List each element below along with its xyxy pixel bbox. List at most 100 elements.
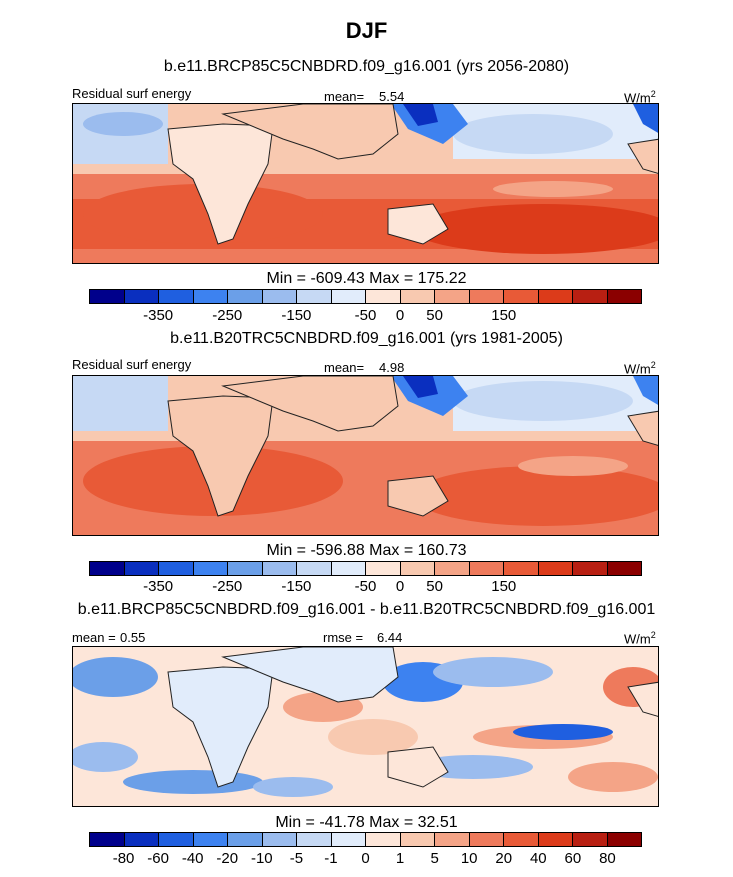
colorbar-tick-label: -250	[212, 307, 243, 324]
colorbar-tick-label: 60	[564, 850, 582, 867]
panel1-map	[72, 103, 659, 264]
colorbar-tick-label: -20	[216, 850, 239, 867]
colorbar-tick-label: -50	[354, 578, 377, 595]
colorbar-swatch	[435, 833, 470, 846]
colorbar-tick-label: 50	[426, 578, 443, 595]
panel3-minmax: Min = -41.78 Max = 32.51	[275, 814, 458, 831]
colorbar-swatch	[607, 290, 641, 303]
colorbar-swatch	[504, 833, 539, 846]
colorbar-swatch	[228, 562, 263, 575]
colorbar-swatch	[262, 290, 297, 303]
colorbar-tick-label: -80	[112, 850, 135, 867]
colorbar-tick-label: -150	[281, 307, 312, 324]
colorbar-tick-label: 40	[529, 850, 547, 867]
panel2-minmax: Min = -596.88 Max = 160.73	[266, 542, 467, 559]
colorbar-tick-label: 80	[599, 850, 616, 867]
colorbar-swatch	[400, 833, 435, 846]
panel2-units: W/m2	[624, 360, 656, 377]
colorbar-swatch	[90, 562, 125, 575]
colorbar-swatch	[573, 290, 608, 303]
panel3-mean-value: 0.55	[120, 630, 146, 645]
colorbar-swatch	[228, 290, 263, 303]
panel1-minmax: Min = -609.43 Max = 175.22	[266, 270, 467, 287]
panel3-colorbar	[89, 832, 642, 847]
colorbar-tick-label: -350	[143, 307, 174, 324]
panel1-mean-label: mean=	[324, 89, 365, 104]
panel1-mean-value: 5.54	[379, 89, 405, 104]
colorbar-swatch	[90, 290, 125, 303]
panel2-mean-value: 4.98	[379, 360, 405, 375]
panel3-mean-label: mean =	[72, 630, 116, 645]
panel1-units: W/m2	[624, 89, 656, 106]
colorbar-swatch	[262, 833, 297, 846]
colorbar-swatch	[469, 562, 504, 575]
colorbar-swatch	[366, 833, 401, 846]
colorbar-swatch	[297, 562, 332, 575]
panel3-case-title: b.e11.BRCP85C5CNBDRD.f09_g16.001 - b.e11…	[77, 601, 656, 618]
colorbar-tick-label: 10	[460, 850, 478, 867]
colorbar-swatch	[538, 833, 573, 846]
panel2-colorbar-ticks: -350 -250 -150 -50 0 50 150	[89, 578, 642, 598]
colorbar-swatch	[573, 562, 608, 575]
colorbar-tick-label: 0	[395, 307, 405, 324]
colorbar-swatch	[538, 562, 573, 575]
colorbar-swatch	[124, 562, 159, 575]
colorbar-swatch	[469, 833, 504, 846]
colorbar-tick-label: -350	[143, 578, 174, 595]
colorbar-tick-label: 0	[395, 578, 405, 595]
colorbar-tick-label: -150	[281, 578, 312, 595]
colorbar-swatch	[400, 290, 435, 303]
panel1-variable-label: Residual surf energy	[72, 86, 192, 101]
colorbar-swatch	[193, 833, 228, 846]
panel3-rmse-label: rmse =	[323, 630, 364, 645]
colorbar-swatch	[297, 833, 332, 846]
colorbar-tick-label: -50	[354, 307, 377, 324]
colorbar-swatch	[607, 833, 641, 846]
colorbar-swatch	[504, 290, 539, 303]
colorbar-swatch	[573, 833, 608, 846]
colorbar-swatch	[159, 562, 194, 575]
colorbar-swatch	[366, 562, 401, 575]
colorbar-swatch	[297, 290, 332, 303]
colorbar-swatch	[159, 833, 194, 846]
colorbar-tick-label: 50	[426, 307, 443, 324]
colorbar-tick-label: 0	[361, 850, 370, 867]
panel2-map	[72, 375, 659, 536]
colorbar-swatch	[90, 833, 125, 846]
colorbar-swatch	[538, 290, 573, 303]
colorbar-swatch	[504, 562, 539, 575]
colorbar-swatch	[331, 290, 366, 303]
colorbar-tick-label: 20	[495, 850, 513, 867]
colorbar-swatch	[193, 562, 228, 575]
panel1-colorbar	[89, 289, 642, 304]
figure-title: DJF	[345, 18, 388, 43]
colorbar-tick-label: -10	[250, 850, 273, 867]
colorbar-tick-label: 150	[491, 307, 517, 324]
panel2-case-title: b.e11.B20TRC5CNBDRD.f09_g16.001 (yrs 198…	[170, 330, 563, 347]
colorbar-swatch	[159, 290, 194, 303]
colorbar-tick-label: -40	[181, 850, 204, 867]
colorbar-tick-label: -60	[147, 850, 169, 867]
panel3-map	[72, 646, 659, 807]
colorbar-swatch	[262, 562, 297, 575]
panel3-rmse-value: 6.44	[377, 630, 403, 645]
colorbar-tick-label: 1	[395, 850, 405, 867]
colorbar-swatch	[331, 833, 366, 846]
colorbar-swatch	[193, 290, 228, 303]
colorbar-swatch	[124, 833, 159, 846]
colorbar-tick-label: -1	[324, 850, 338, 867]
colorbar-swatch	[366, 290, 401, 303]
panel1-case-title: b.e11.BRCP85C5CNBDRD.f09_g16.001 (yrs 20…	[163, 58, 570, 75]
panel1-colorbar-ticks: -350 -250 -150 -50 0 50 150	[89, 307, 642, 327]
panel3-colorbar-ticks: -80 -60 -40 -20 -10 -5 -1 0 1 5 10 20 40 60 80	[89, 850, 642, 870]
panel2-colorbar	[89, 561, 642, 576]
colorbar-tick-label: 150	[491, 578, 517, 595]
panel2-variable-label: Residual surf energy	[72, 357, 192, 372]
panel3-units: W/m2	[624, 630, 656, 647]
colorbar-swatch	[435, 562, 470, 575]
colorbar-swatch	[331, 562, 366, 575]
colorbar-swatch	[228, 833, 263, 846]
colorbar-swatch	[124, 290, 159, 303]
colorbar-swatch	[400, 562, 435, 575]
colorbar-swatch	[435, 290, 470, 303]
